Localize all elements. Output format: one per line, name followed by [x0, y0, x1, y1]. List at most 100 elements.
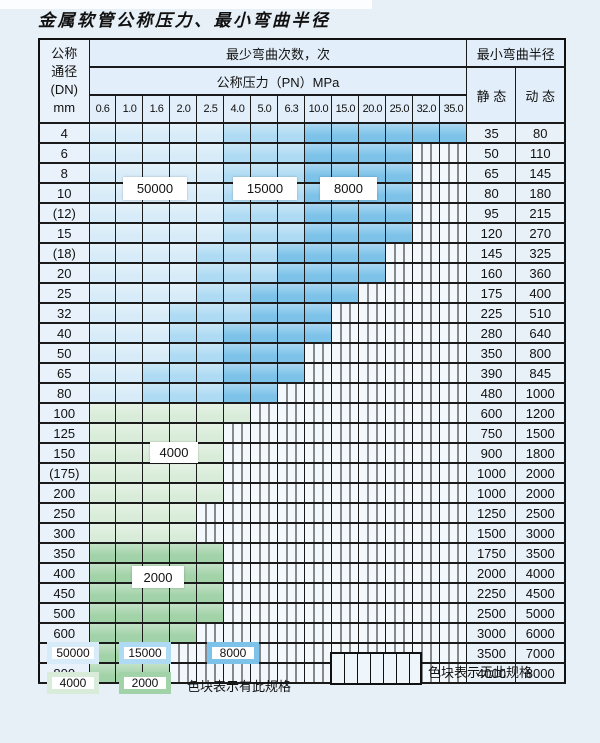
table-row-dn-600: 600 3000 6000	[38, 622, 566, 644]
spec-cell-50000	[115, 382, 144, 404]
spec-cell-15000	[196, 322, 225, 344]
spec-cell-8000	[331, 142, 360, 164]
no-spec-cell	[331, 542, 360, 564]
static-radius-cell: 160	[466, 262, 517, 284]
spec-cell-4000	[88, 402, 117, 424]
spec-cell-50000	[142, 342, 171, 364]
spec-cell-50000	[88, 162, 117, 184]
spec-cell-8000	[250, 342, 279, 364]
scan-artifact-strip	[0, 0, 372, 9]
table-row-dn-500: 500 2500 5000	[38, 602, 566, 624]
no-spec-cell	[277, 662, 306, 684]
dynamic-radius-cell: 4500	[515, 582, 566, 604]
pressure-col-header-1.6: 1.6	[142, 94, 171, 124]
no-spec-cell	[250, 402, 279, 424]
spec-cell-15000	[223, 122, 252, 144]
legend-has-spec-text: 色块表示有此规格	[187, 679, 292, 694]
table-row-dn-8: 8 65 145	[38, 162, 566, 184]
spec-cell-50000	[196, 122, 225, 144]
spec-cell-15000	[196, 342, 225, 364]
dn-cell: (12)	[38, 202, 90, 224]
dn-cell: 500	[38, 602, 90, 624]
no-spec-cell	[439, 562, 468, 584]
spec-cell-4000	[115, 462, 144, 484]
no-spec-cell	[277, 462, 306, 484]
no-spec-cell	[385, 462, 414, 484]
no-spec-cell	[358, 302, 387, 324]
no-spec-cell	[304, 562, 333, 584]
spec-cell-2000	[169, 622, 198, 644]
static-radius-cell: 2000	[466, 562, 517, 584]
no-spec-cell	[412, 362, 441, 384]
no-spec-cell	[250, 622, 279, 644]
no-spec-cell	[412, 462, 441, 484]
no-spec-cell	[250, 442, 279, 464]
dynamic-radius-cell: 3500	[515, 542, 566, 564]
spec-cell-2000	[88, 582, 117, 604]
no-spec-cell	[385, 502, 414, 524]
corner-line-3: (DN)	[50, 82, 78, 97]
no-spec-cell	[412, 562, 441, 584]
dynamic-radius-cell: 2000	[515, 482, 566, 504]
spec-cell-50000	[196, 142, 225, 164]
no-spec-cell	[250, 422, 279, 444]
spec-cell-4000	[115, 482, 144, 504]
no-spec-cell	[412, 182, 441, 204]
spec-table-wrap: 公称 通径 (DN) mm 最少弯曲次数，次 最小弯曲半径 公称压力（PN）MP…	[38, 38, 566, 684]
spec-cell-4000	[196, 462, 225, 484]
no-spec-cell	[331, 302, 360, 324]
no-spec-cell	[385, 242, 414, 264]
spec-cell-50000	[196, 222, 225, 244]
dn-cell: 25	[38, 282, 90, 304]
no-spec-cell	[439, 162, 468, 184]
no-spec-cell	[358, 382, 387, 404]
no-spec-cell	[277, 602, 306, 624]
table-row-dn-50: 50 350 800	[38, 342, 566, 364]
spec-cell-50000	[169, 122, 198, 144]
no-spec-cell	[412, 422, 441, 444]
no-spec-cell	[304, 582, 333, 604]
static-radius-cell: 1250	[466, 502, 517, 524]
corner-line-4: mm	[53, 100, 76, 115]
spec-cell-50000	[142, 302, 171, 324]
no-spec-cell	[412, 202, 441, 224]
spec-cell-8000	[385, 142, 414, 164]
table-row-dn-4: 4 35 80	[38, 122, 566, 144]
no-spec-cell	[358, 362, 387, 384]
spec-cell-50000	[115, 262, 144, 284]
static-radius-cell: 2250	[466, 582, 517, 604]
spec-cell-15000	[223, 202, 252, 224]
no-spec-cell	[385, 582, 414, 604]
spec-cell-15000	[169, 382, 198, 404]
spec-cell-50000	[169, 262, 198, 284]
spec-cell-8000	[223, 322, 252, 344]
spec-cell-50000	[88, 202, 117, 224]
no-spec-cell	[304, 642, 333, 664]
table-row-dn-450: 450 2250 4500	[38, 582, 566, 604]
spec-cell-2000	[169, 542, 198, 564]
spec-cell-2000	[142, 582, 171, 604]
spec-cell-15000	[250, 202, 279, 224]
dynamic-radius-cell: 2500	[515, 502, 566, 524]
spec-cell-15000	[223, 302, 252, 324]
spec-cell-8000	[250, 362, 279, 384]
no-spec-cell	[223, 522, 252, 544]
spec-cell-4000	[169, 482, 198, 504]
table-row-dn-400: 400 2000 4000	[38, 562, 566, 584]
corner-line-2: 通径	[51, 64, 78, 79]
no-spec-cell	[412, 282, 441, 304]
spec-cell-15000	[250, 262, 279, 284]
no-spec-cell	[439, 422, 468, 444]
dn-cell: 350	[38, 542, 90, 564]
corner-header-dn: 公称 通径 (DN) mm	[38, 38, 90, 124]
spec-cell-8000	[223, 362, 252, 384]
no-spec-cell	[412, 142, 441, 164]
spec-cell-8000	[304, 222, 333, 244]
page-title: 金属软管公称压力、最小弯曲半径	[38, 11, 331, 31]
dynamic-radius-cell: 5000	[515, 602, 566, 624]
static-radius-cell: 1750	[466, 542, 517, 564]
pressure-header: 公称压力（PN）MPa	[88, 66, 468, 96]
no-spec-cell	[277, 562, 306, 584]
no-spec-cell	[304, 422, 333, 444]
